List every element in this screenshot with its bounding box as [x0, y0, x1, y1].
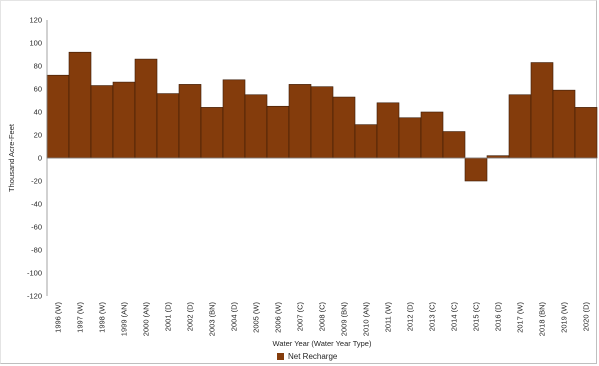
x-tick-label: 2006 (W) [274, 301, 283, 332]
x-tick-label: 2020 (D) [582, 302, 591, 332]
x-tick-label: 2005 (W) [252, 301, 261, 332]
y-tick-label: 0 [38, 154, 42, 163]
bar [574, 107, 598, 159]
bar [552, 89, 576, 159]
x-tick-label: 1996 (W) [54, 301, 63, 332]
y-tick-label: 60 [34, 85, 42, 94]
x-tick-label: 1999 (AN) [120, 302, 129, 337]
bar [530, 62, 554, 159]
legend-label: Net Recharge [288, 352, 338, 361]
bar [288, 84, 312, 159]
bar [90, 85, 114, 159]
x-tick-label: 2009 (BN) [340, 302, 349, 337]
bar [266, 105, 290, 159]
y-tick-label: -100 [27, 269, 42, 278]
x-tick-label: 2011 (W) [384, 302, 393, 333]
bar [112, 81, 136, 159]
x-tick-label: 2019 (W) [560, 301, 569, 332]
bar [134, 58, 158, 159]
bar [244, 94, 268, 159]
legend: Net Recharge [277, 352, 337, 361]
bar [222, 79, 246, 159]
x-tick-label: 2004 (D) [230, 302, 239, 332]
x-tick-label: 2018 (BN) [538, 302, 547, 337]
bar [442, 131, 466, 159]
bar [398, 117, 422, 159]
bar [508, 94, 532, 159]
x-tick-label: 2015 (C) [472, 302, 481, 332]
bar [332, 96, 356, 159]
bar [46, 74, 70, 159]
bar-series [46, 51, 598, 182]
y-axis-title: Thousand Acre-Feet [7, 123, 16, 192]
y-tick-label: -120 [27, 292, 42, 301]
x-tick-label: 2014 (C) [450, 302, 459, 332]
y-tick-label: -80 [31, 246, 42, 255]
x-tick-label: 2000 (AN) [142, 302, 151, 337]
x-tick-label: 2016 (D) [494, 302, 503, 332]
bar [68, 51, 92, 159]
y-tick-label: 80 [34, 62, 42, 71]
x-tick-label: 1998 (W) [98, 301, 107, 332]
bar [178, 84, 202, 159]
y-tick-label: -40 [31, 200, 42, 209]
y-tick-label: -60 [31, 223, 42, 232]
x-axis-title: Water Year (Water Year Type) [273, 339, 372, 348]
y-tick-label: -20 [31, 177, 42, 186]
y-tick-label: 20 [34, 131, 42, 140]
bar [200, 107, 224, 159]
x-tick-label: 2002 (D) [186, 302, 195, 332]
legend-swatch [277, 353, 284, 360]
x-tick-label: 2013 (C) [428, 302, 437, 332]
y-tick-label: 100 [29, 39, 42, 48]
bar [420, 111, 444, 159]
x-tick-label: 2001 (D) [164, 302, 173, 332]
x-tick-label: 2003 (BN) [208, 302, 217, 337]
x-tick-label: 2012 (D) [406, 302, 415, 332]
bar [354, 124, 378, 159]
x-axis-ticks: 1996 (W) 1997 (W) 1998 (W) 1999 (AN) 2000 (A… [54, 301, 591, 336]
x-tick-label: 2007 (C) [296, 302, 305, 332]
bar [156, 93, 180, 159]
y-tick-label: 40 [34, 108, 42, 117]
x-tick-label: 2008 (C) [318, 302, 327, 332]
bar [310, 86, 334, 159]
y-axis-ticks: 120 100 80 60 40 20 0 -20 -40 -60 -80 -100 -120 [27, 16, 42, 301]
y-tick-label: 120 [29, 16, 42, 25]
bar [464, 157, 488, 182]
x-tick-label: 2017 (W) [516, 301, 525, 332]
x-tick-label: 1997 (W) [76, 301, 85, 332]
x-tick-label: 2010 (AN) [362, 302, 371, 337]
bar [376, 102, 400, 159]
